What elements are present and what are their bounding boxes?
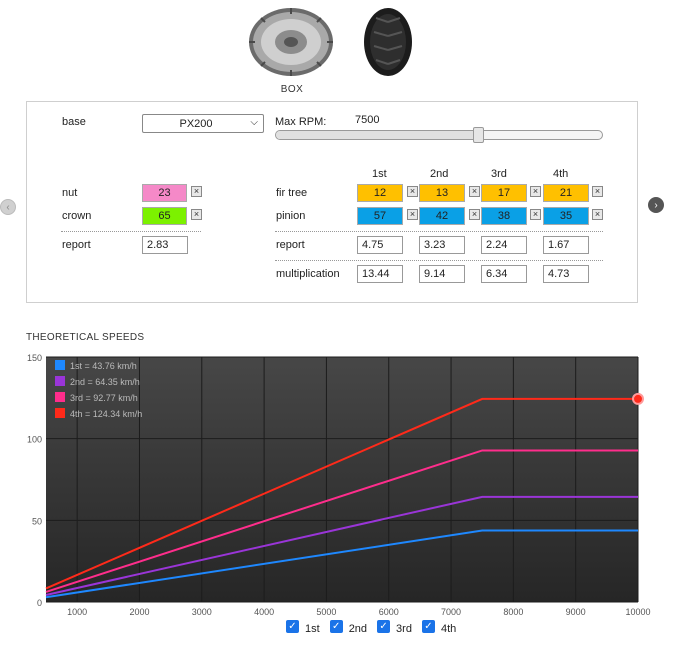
x-tick-label: 6000: [379, 607, 399, 617]
fir-tree-input-4th[interactable]: 21: [543, 184, 589, 202]
x-tick-label: 3000: [192, 607, 212, 617]
gear-divider-1: [275, 231, 603, 232]
gear-header-2nd: 2nd: [430, 168, 449, 180]
multiplication-3rd[interactable]: 6.34: [481, 265, 527, 283]
nut-label: nut: [62, 187, 78, 199]
tire-image[interactable]: [358, 6, 418, 78]
chart-title: THEORETICAL SPEEDS: [26, 332, 145, 343]
nut-clear-icon[interactable]: ×: [191, 186, 202, 197]
gear-report-3rd[interactable]: 2.24: [481, 236, 527, 254]
fir-tree-clear-icon[interactable]: ×: [407, 186, 418, 197]
y-tick-label: 150: [27, 353, 42, 363]
base-label: base: [62, 116, 86, 128]
gear-divider-2: [275, 260, 603, 261]
y-tick-label: 100: [27, 435, 42, 445]
pinion-input-3rd[interactable]: 38: [481, 207, 527, 225]
fir-tree-clear-icon[interactable]: ×: [592, 186, 603, 197]
pinion-clear-icon[interactable]: ×: [592, 209, 603, 220]
x-tick-label: 10000: [625, 607, 650, 617]
gear-report-label: report: [276, 239, 305, 251]
toggle-4th-label: 4th: [440, 622, 457, 635]
crown-input[interactable]: 65: [142, 207, 187, 225]
series-line-2: [45, 495, 638, 596]
pinion-clear-icon[interactable]: ×: [530, 209, 541, 220]
x-tick-label: 5000: [316, 607, 336, 617]
nut-input[interactable]: 23: [142, 184, 187, 202]
toggle-3rd-label: 3rd: [396, 622, 412, 635]
pinion-label: pinion: [276, 210, 306, 222]
pinion-clear-icon[interactable]: ×: [407, 209, 418, 220]
multiplication-2nd[interactable]: 9.14: [419, 265, 465, 283]
gear-header-1st: 1st: [372, 168, 387, 180]
legend-label-3: 3rd = 92.77 km/h: [70, 393, 138, 403]
x-tick-label: 2000: [129, 607, 149, 617]
x-tick-label: 9000: [566, 607, 586, 617]
box-label: BOX: [280, 84, 304, 95]
x-tick-label: 4000: [254, 607, 274, 617]
x-tick-label: 7000: [441, 607, 461, 617]
toggle-4th-checkbox[interactable]: ✓: [421, 620, 435, 633]
fir-tree-clear-icon[interactable]: ×: [469, 186, 480, 197]
gear-config-panel: base PX200 ⌵ Max RPM: 7500 1st 2nd 3rd 4…: [26, 101, 638, 303]
max-rpm-slider[interactable]: [275, 127, 603, 143]
chevron-down-icon: ⌵: [250, 117, 258, 128]
x-tick-label: 1000: [67, 607, 87, 617]
toggle-2nd-label: 2nd: [348, 622, 368, 635]
toggle-1st-checkbox[interactable]: ✓: [286, 620, 299, 633]
x-tick-label: 8000: [503, 607, 523, 617]
pinion-clear-icon[interactable]: ×: [469, 209, 480, 220]
gear-report-4th[interactable]: 1.67: [543, 236, 589, 254]
next-arrow-icon[interactable]: ›: [648, 197, 664, 213]
plot-area: [46, 357, 638, 602]
crown-clear-icon[interactable]: ×: [191, 209, 202, 220]
legend-swatch-1: [55, 360, 65, 370]
legend-label-4: 4th = 124.34 km/h: [70, 409, 142, 419]
primary-report-label: report: [62, 239, 91, 251]
y-tick-label: 0: [37, 598, 42, 608]
primary-report-field[interactable]: 2.83: [142, 236, 188, 254]
toggle-3rd-checkbox[interactable]: ✓: [377, 620, 391, 633]
legend-swatch-4: [55, 408, 65, 418]
series-line-3: [45, 449, 638, 593]
legend-label-2: 2nd = 64.35 km/h: [70, 377, 140, 387]
multiplication-label: multiplication: [276, 268, 340, 280]
multiplication-4th[interactable]: 4.73: [543, 265, 589, 283]
primary-divider: [61, 231, 201, 232]
series-line-1: [45, 529, 638, 599]
fir-tree-input-1st[interactable]: 12: [357, 184, 403, 202]
multiplication-1st[interactable]: 13.44: [357, 265, 403, 283]
fir-tree-input-3rd[interactable]: 17: [481, 184, 527, 202]
legend-swatch-2: [55, 376, 65, 386]
series-line-4: [45, 397, 638, 590]
previous-arrow-icon[interactable]: ‹: [0, 199, 16, 215]
clutch-gear-image[interactable]: [246, 4, 336, 80]
gear-header-4th: 4th: [553, 168, 569, 180]
pinion-input-4th[interactable]: 35: [543, 207, 589, 225]
speed-chart: 0 50 100 150 1000 2000 3000 4000 5000 6000 7000 800…: [27, 353, 651, 617]
fir-tree-clear-icon[interactable]: ×: [530, 186, 541, 197]
gear-toggles: ✓ 1st ✓ 2nd ✓ 3rd ✓ 4th: [286, 620, 462, 635]
y-tick-label: 50: [32, 516, 42, 526]
max-rpm-label: Max RPM:: [275, 116, 327, 128]
pinion-input-1st[interactable]: 57: [357, 207, 403, 225]
crown-label: crown: [62, 210, 92, 222]
toggle-1st-label: 1st: [305, 622, 320, 635]
gear-header-3rd: 3rd: [491, 168, 507, 180]
pinion-input-2nd[interactable]: 42: [419, 207, 465, 225]
fir-tree-input-2nd[interactable]: 13: [419, 184, 465, 202]
gear-report-2nd[interactable]: 3.23: [419, 236, 465, 254]
toggle-2nd-checkbox[interactable]: ✓: [329, 620, 343, 633]
hover-point: [632, 392, 644, 405]
legend-swatch-3: [55, 392, 65, 402]
product-images: BOX: [0, 0, 684, 100]
max-rpm-slider-thumb[interactable]: [473, 127, 485, 143]
base-select[interactable]: PX200 ⌵: [142, 114, 264, 133]
legend-label-1: 1st = 43.76 km/h: [70, 361, 137, 371]
max-rpm-value: 7500: [355, 114, 380, 126]
max-rpm-slider-fill: [276, 131, 479, 139]
gear-report-1st[interactable]: 4.75: [357, 236, 403, 254]
base-select-value: PX200: [179, 117, 213, 130]
fir-tree-label: fir tree: [276, 187, 308, 199]
